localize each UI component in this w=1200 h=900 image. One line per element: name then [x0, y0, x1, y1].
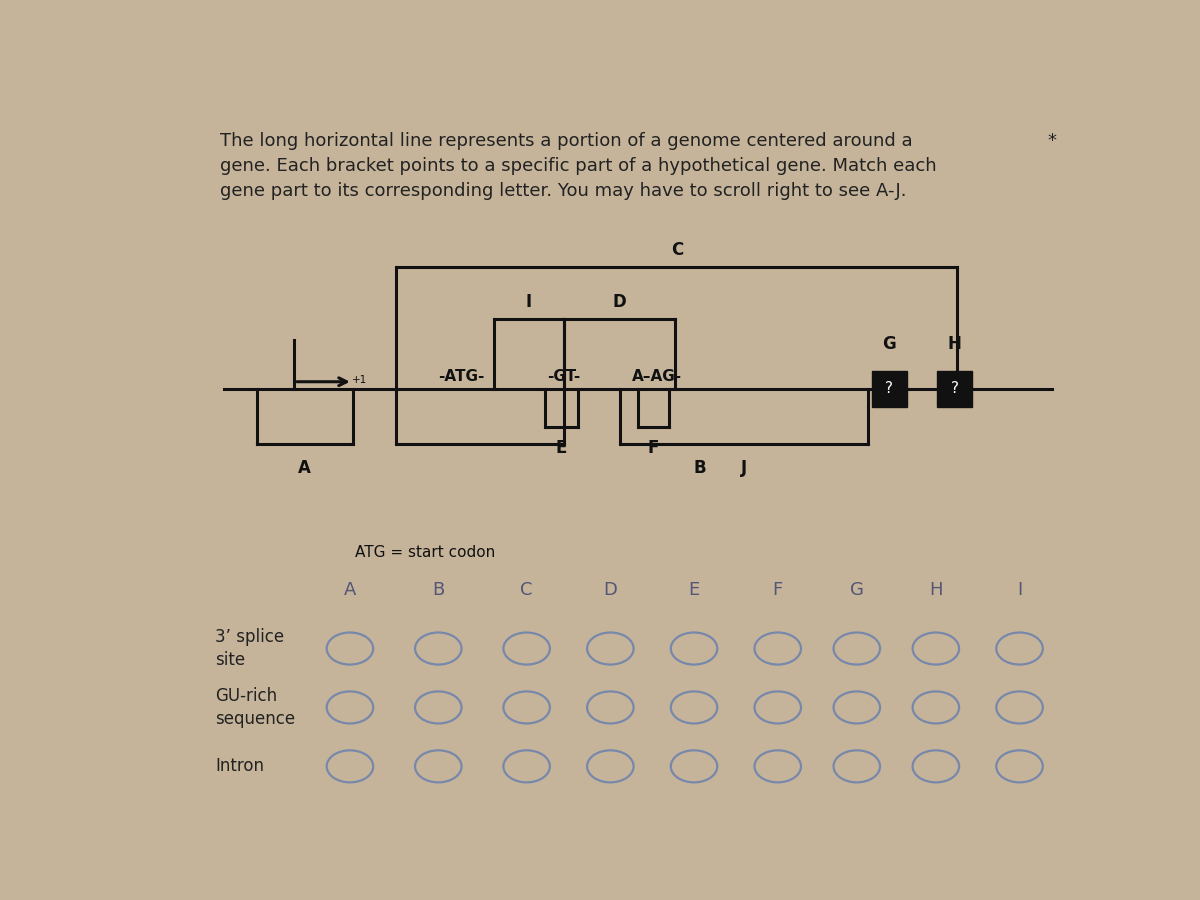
Text: G: G — [882, 336, 896, 354]
Text: 3’ splice
site: 3’ splice site — [215, 627, 284, 670]
Text: Intron: Intron — [215, 758, 264, 776]
Text: D: D — [613, 293, 626, 311]
Text: E: E — [689, 580, 700, 598]
Text: G: G — [850, 580, 864, 598]
Text: H: H — [948, 336, 961, 354]
Text: -ATG-: -ATG- — [438, 369, 485, 383]
Text: B: B — [694, 459, 706, 477]
Bar — [871, 371, 907, 407]
Text: *: * — [1048, 132, 1056, 150]
Text: A: A — [299, 459, 311, 477]
Text: F: F — [648, 439, 659, 457]
Text: ?: ? — [886, 382, 893, 396]
Text: B: B — [432, 580, 444, 598]
Text: C: C — [671, 241, 683, 259]
Text: A–AG-: A–AG- — [631, 369, 682, 383]
Text: E: E — [556, 439, 568, 457]
Text: -GT-: -GT- — [547, 369, 581, 383]
Bar — [937, 371, 972, 407]
Text: +1: +1 — [352, 374, 367, 384]
Text: A: A — [343, 580, 356, 598]
Text: F: F — [773, 580, 782, 598]
Text: ATG = start codon: ATG = start codon — [355, 544, 494, 560]
Text: H: H — [929, 580, 943, 598]
Text: J: J — [740, 459, 746, 477]
Text: ?: ? — [950, 382, 959, 396]
Text: I: I — [1016, 580, 1022, 598]
Text: D: D — [604, 580, 617, 598]
Text: GU-rich
sequence: GU-rich sequence — [215, 687, 295, 728]
Text: The long horizontal line represents a portion of a genome centered around a
gene: The long horizontal line represents a po… — [220, 132, 936, 201]
Text: C: C — [521, 580, 533, 598]
Text: I: I — [526, 293, 532, 311]
